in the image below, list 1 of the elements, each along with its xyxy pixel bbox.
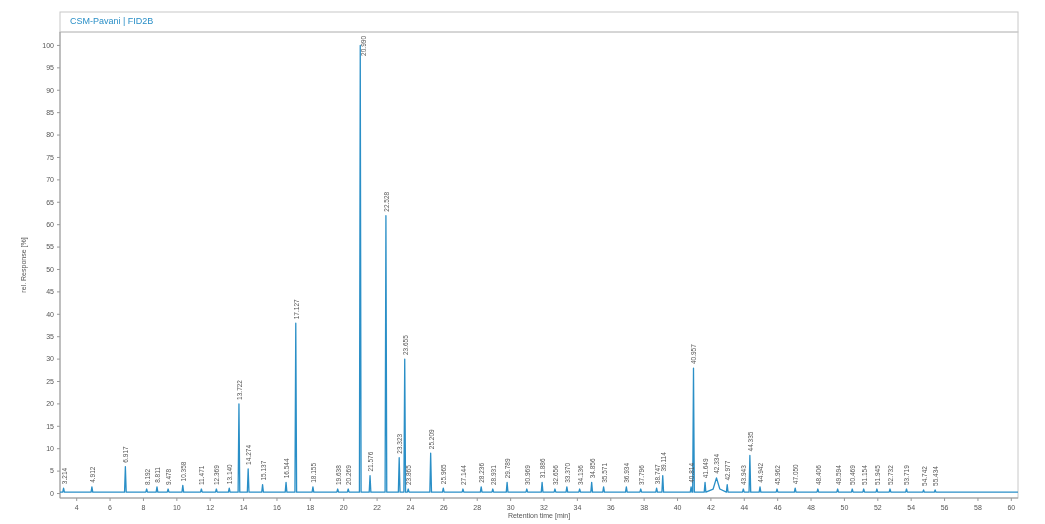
chart-title: CSM-Pavani | FID2B (70, 16, 154, 26)
